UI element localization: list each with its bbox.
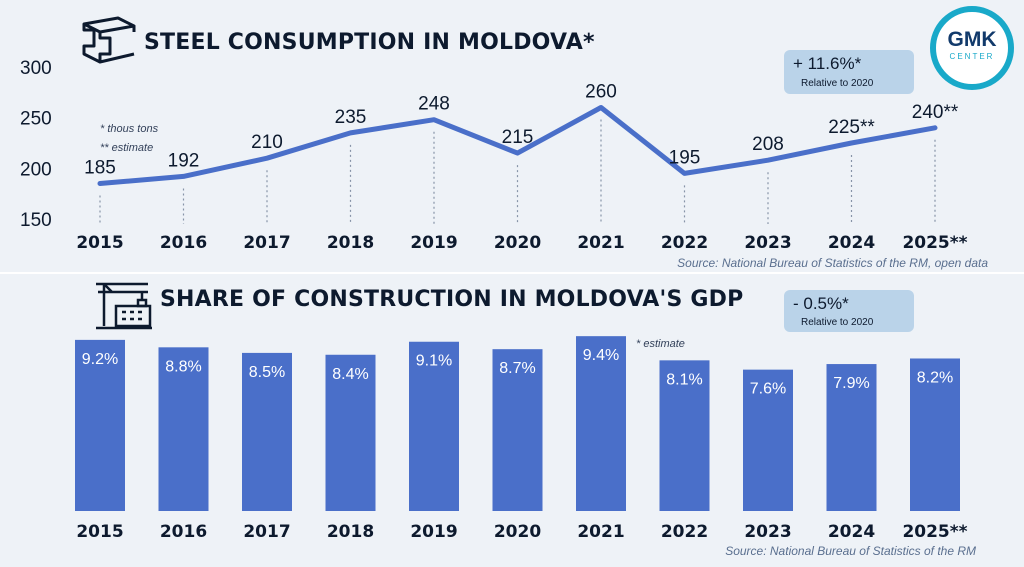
data-label-2: 210 [251,132,283,153]
bar-label-0: 9.2% [82,351,118,368]
bar-1 [158,347,209,511]
data-label-1: 192 [168,150,200,171]
bar-7 [659,360,710,511]
bar-label-2: 8.5% [249,364,285,381]
bar-9 [826,364,877,511]
steel-change-value: + 11.6%* [793,54,862,73]
panel-divider [0,272,1024,274]
estimate-note: ** estimate [100,142,154,154]
data-label-6: 260 [585,82,617,103]
bar-x-tick-label-4: 2019 [410,522,457,542]
bar-10 [910,358,960,511]
y-tick-label-3: 300 [20,58,52,79]
bar-x-tick-label-1: 2016 [160,522,207,542]
bar-x-tick-label-6: 2021 [577,522,624,542]
data-label-8: 208 [752,134,784,155]
data-label-4: 248 [418,94,450,115]
top-source-note: Source: National Bureau of Statistics of… [677,256,988,270]
bar-label-4: 9.1% [416,353,452,370]
x-tick-label-0: 2015 [76,233,123,253]
construction-change-badge: - 0.5%* Relative to 2020 [784,290,914,332]
bar-6 [576,336,626,511]
steel-change-caption: Relative to 2020 [801,78,874,89]
bar-0 [75,339,125,511]
bar-x-tick-label-9: 2024 [828,522,875,542]
data-label-0: 185 [84,158,116,179]
bar-x-tick-label-10: 2025** [902,522,967,542]
bar-x-tick-label-3: 2018 [327,522,374,542]
logo-subtext: CENTER [949,52,995,61]
bar-x-tick-label-7: 2022 [661,522,708,542]
bar-x-tick-label-2: 2017 [243,522,290,542]
x-tick-label-8: 2023 [744,233,791,253]
data-label-9: 225** [828,117,875,138]
bar-label-5: 8.7% [499,360,535,377]
data-label-3: 235 [335,107,367,128]
y-tick-label-2: 250 [20,109,52,130]
x-tick-label-2: 2017 [243,233,290,253]
construction-crane-icon [96,282,152,330]
bar-x-tick-label-5: 2020 [494,522,541,542]
bar-label-1: 8.8% [165,358,201,375]
top-chart-title: STEEL CONSUMPTION IN MOLDOVA* [144,30,595,55]
bar-3 [325,354,376,511]
bar-x-tick-label-8: 2023 [744,522,791,542]
construction-change-value: - 0.5%* [793,294,849,313]
bottom-source-note: Source: National Bureau of Statistics of… [725,544,976,558]
x-tick-label-4: 2019 [410,233,457,253]
bar-x-tick-label-0: 2015 [76,522,123,542]
steel-consumption-line-chart: 150 200 250 300 185 192 210 235 248 215 260 195 208 2… [20,58,968,253]
bar-label-3: 8.4% [332,366,368,383]
bar-label-6: 9.4% [583,347,619,364]
steel-series-line [97,105,938,186]
steel-beam-icon [82,16,136,64]
bar-label-10: 8.2% [917,369,953,386]
bar-2 [242,352,292,511]
bar-label-8: 7.6% [750,381,786,398]
estimate-note-bottom: * estimate [636,338,685,350]
bar-5 [492,349,543,511]
data-label-10: 240** [912,102,959,123]
gmk-center-logo: GMK CENTER [930,6,1014,90]
bar-8 [743,369,793,511]
x-tick-label-10: 2025** [902,233,967,253]
construction-share-bar-chart: 9.2% 2015 8.8% 2016 8.5% 2017 8.4% 2018 9.1% 2019… [75,336,968,542]
y-tick-label-0: 150 [20,210,52,231]
x-tick-label-3: 2018 [327,233,374,253]
data-label-7: 195 [669,147,701,168]
x-tick-label-1: 2016 [160,233,207,253]
unit-note: * thous tons [100,123,159,135]
x-tick-label-7: 2022 [661,233,708,253]
x-tick-label-9: 2024 [828,233,875,253]
bar-4 [409,341,459,511]
bottom-chart-title: SHARE OF CONSTRUCTION IN MOLDOVA'S GDP [160,287,744,312]
x-tick-label-5: 2020 [494,233,541,253]
bar-label-9: 7.9% [833,375,869,392]
x-tick-label-6: 2021 [577,233,624,253]
y-tick-label-1: 200 [20,159,52,180]
logo-text: GMK [947,28,997,51]
bar-label-7: 8.1% [666,371,702,388]
steel-change-badge: + 11.6%* Relative to 2020 [784,50,914,94]
data-label-5: 215 [502,127,534,148]
construction-change-caption: Relative to 2020 [801,317,874,328]
